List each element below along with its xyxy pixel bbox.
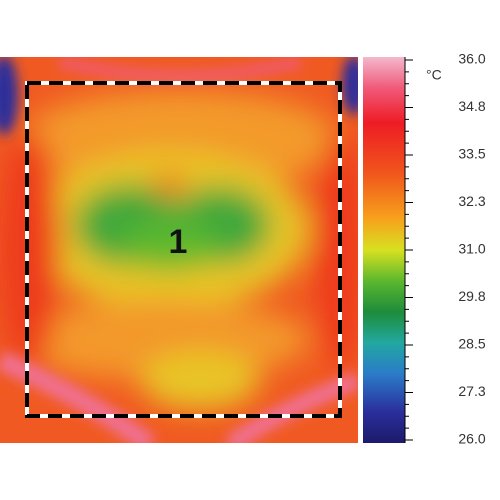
tick-label: 29.8 xyxy=(458,288,485,304)
tick-label: 36.0 xyxy=(458,51,485,67)
roi-label: 1 xyxy=(169,223,188,261)
tick-label: 28.5 xyxy=(458,336,485,352)
tick-label: 33.5 xyxy=(458,146,485,162)
tick-label: 31.0 xyxy=(458,241,485,257)
tick-label: 27.3 xyxy=(458,383,485,399)
tick-label: 32.3 xyxy=(458,193,485,209)
color-bar-ticks: 36.0 34.8 33.5 32.3 31.0 29.8 28.5 27.3 26.0 xyxy=(405,51,486,447)
color-bar xyxy=(363,57,405,443)
roi-box xyxy=(25,81,342,418)
unit-label: °C xyxy=(426,67,442,83)
thermal-image xyxy=(0,57,358,443)
tick-label: 26.0 xyxy=(458,431,485,447)
tick-label: 34.8 xyxy=(458,98,485,114)
